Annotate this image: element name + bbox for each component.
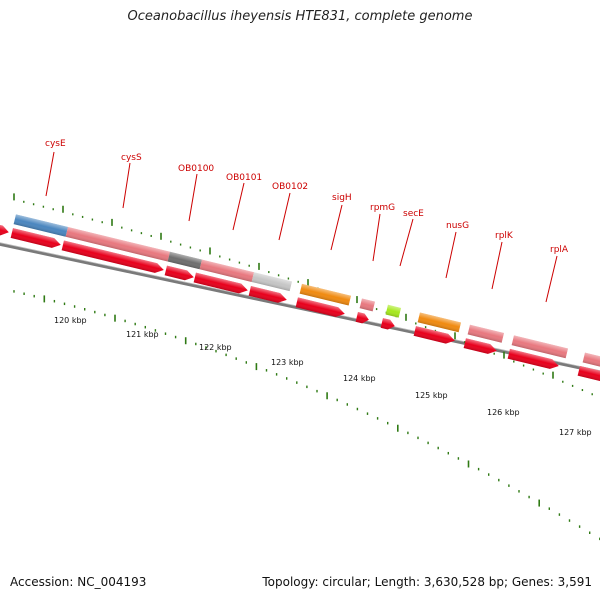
gene-block-shade <box>511 335 568 359</box>
gene-label-OB0101: OB0101 <box>226 173 262 183</box>
gene-label-leader <box>330 204 343 251</box>
scale-label-124-kbp: 124 kbp <box>343 374 376 383</box>
cds-arrow-shade <box>577 365 600 382</box>
gene-block-shade <box>359 298 376 312</box>
gene-block-shade <box>467 324 505 343</box>
gene-block-cysS <box>65 227 170 262</box>
gene-label-leader <box>122 162 131 209</box>
cds-arrow-shade <box>295 297 345 317</box>
cds-arrow <box>380 318 395 330</box>
scale-label-127-kbp: 127 kbp <box>559 428 592 437</box>
gene-block-OB0100 <box>167 251 202 270</box>
cds-arrow-shade <box>507 348 559 369</box>
cds-arrow <box>507 348 559 369</box>
cds-arrow <box>248 285 287 303</box>
cds-arrow <box>0 223 9 236</box>
cds-arrow <box>463 338 497 354</box>
gene-block-OB0101 <box>199 259 255 282</box>
cds-arrow-shade <box>248 285 287 303</box>
topology-summary-text: Topology: circular; Length: 3,630,528 bp… <box>262 575 592 589</box>
gene-label-rplA: rplA <box>550 245 569 255</box>
bottom-tick-track <box>13 290 600 541</box>
gene-block-next <box>582 352 600 369</box>
scale-label-layer: 120 kbp 121 kbp 122 kbp 123 kbp 124 kbp 125 k… <box>54 316 592 437</box>
cds-arrow <box>61 240 164 273</box>
gene-block-shade <box>385 304 402 318</box>
scale-label-122-kbp: 122 kbp <box>199 343 232 352</box>
cds-arrow-shade <box>61 240 164 273</box>
cds-feature-track <box>0 223 600 382</box>
cds-arrow-shade <box>380 318 395 330</box>
gene-block-rplK <box>467 324 505 343</box>
gene-label-rplK: rplK <box>495 231 514 241</box>
cds-arrow-shade <box>355 311 369 324</box>
gene-block-shade <box>299 283 352 306</box>
cds-arrow-shade <box>193 272 248 294</box>
cds-arrow <box>295 297 345 317</box>
gene-label-OB0100: OB0100 <box>178 164 214 174</box>
gene-block-shade <box>417 312 461 333</box>
scale-label-120-kbp: 120 kbp <box>54 316 87 325</box>
cds-arrow-shade <box>10 228 61 248</box>
cds-arrow-shade <box>413 326 455 344</box>
scale-label-125-kbp: 125 kbp <box>415 391 448 400</box>
cds-arrow <box>413 326 455 344</box>
gene-block-shade <box>65 227 170 262</box>
scale-label-123-kbp: 123 kbp <box>271 358 304 367</box>
gene-label-leader <box>491 241 503 290</box>
cds-arrow-shade <box>164 265 194 281</box>
gene-label-nusG: nusG <box>446 221 469 231</box>
gene-block-OB0102 <box>251 272 292 292</box>
gene-block-sigH <box>299 283 352 306</box>
gene-block-nusG <box>417 312 461 333</box>
gene-label-cysE: cysE <box>45 139 66 149</box>
gene-block-secE <box>385 304 402 318</box>
cds-arrow <box>577 365 600 382</box>
gene-label-leader <box>399 218 414 267</box>
gene-label-leader <box>545 255 558 303</box>
gene-block-shade <box>251 272 292 292</box>
gene-label-rpmG: rpmG <box>370 203 395 213</box>
gene-label-layer: cysE cysS OB0100 OB0101 OB0102 sigH rpmG secE nu… <box>45 139 569 303</box>
cds-arrow <box>164 265 194 281</box>
gene-block-shade <box>13 214 69 237</box>
gene-feature-track <box>13 214 600 369</box>
gene-block-shade <box>199 259 255 282</box>
gene-label-secE: secE <box>403 209 424 219</box>
gene-block-shade <box>167 251 202 270</box>
cds-arrow-shade <box>0 223 9 236</box>
scale-label-126-kbp: 126 kbp <box>487 408 520 417</box>
gene-block-rpmG <box>359 298 376 312</box>
cds-arrow <box>193 272 248 294</box>
gene-block-shade <box>582 352 600 369</box>
cds-arrow <box>355 311 369 324</box>
cds-arrow-shade <box>463 338 497 354</box>
map-title: Oceanobacillus iheyensis HTE831, complet… <box>127 9 473 24</box>
gene-label-leader <box>188 173 198 222</box>
gene-label-leader <box>372 213 381 262</box>
gene-label-cysS: cysS <box>121 153 142 163</box>
scale-label-121-kbp: 121 kbp <box>126 330 159 339</box>
gene-block-rplA <box>511 335 568 359</box>
gene-label-leader <box>445 231 457 279</box>
gene-label-sigH: sigH <box>332 193 352 203</box>
accession-text: Accession: NC_004193 <box>10 575 147 589</box>
gene-label-leader <box>232 182 245 231</box>
gene-label-leader <box>278 192 291 241</box>
gene-label-leader <box>45 151 55 197</box>
cds-arrow <box>10 228 61 248</box>
gene-label-OB0102: OB0102 <box>272 182 308 192</box>
gene-block-cysE <box>13 214 69 237</box>
